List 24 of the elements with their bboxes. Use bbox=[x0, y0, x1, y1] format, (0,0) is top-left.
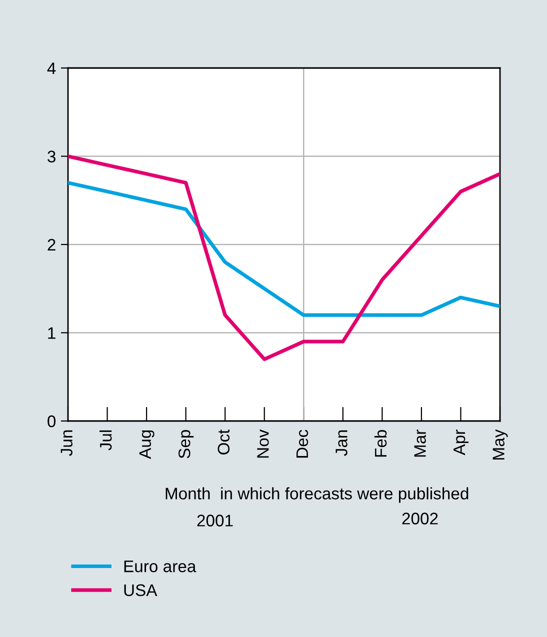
x-tick-label: Nov bbox=[257, 429, 269, 458]
text: 2002 bbox=[402, 512, 438, 524]
line-series bbox=[68, 180, 500, 317]
legend-label: Euro area bbox=[124, 560, 196, 572]
y-tick-label: 0 bbox=[48, 415, 56, 428]
y-tick-label: 4 bbox=[47, 62, 56, 74]
x-tick-label: Jun bbox=[60, 430, 72, 456]
x-tick-label: Apr bbox=[454, 430, 468, 456]
x-tick-label: May bbox=[492, 429, 508, 460]
x-axis-title: Month in which forecasts were published bbox=[166, 487, 468, 503]
x-tick-label: Sep bbox=[178, 430, 194, 458]
x-tick-label: Feb bbox=[374, 430, 387, 457]
x-tick-label: Jan bbox=[336, 430, 348, 456]
text: 2001 bbox=[197, 514, 233, 526]
x-tick-label: Mar bbox=[414, 430, 426, 457]
x-tick-label: Dec bbox=[296, 430, 308, 458]
x-tick-label: Oct bbox=[218, 429, 230, 454]
x-tick-label: Jul bbox=[100, 430, 112, 450]
line-series bbox=[68, 154, 500, 362]
y-tick-label: 1 bbox=[48, 327, 56, 339]
legend-label: USA bbox=[124, 584, 158, 596]
x-tick-label: Aug bbox=[139, 430, 154, 459]
y-tick-label: 3 bbox=[48, 150, 56, 162]
y-tick-label: 2 bbox=[48, 238, 56, 251]
